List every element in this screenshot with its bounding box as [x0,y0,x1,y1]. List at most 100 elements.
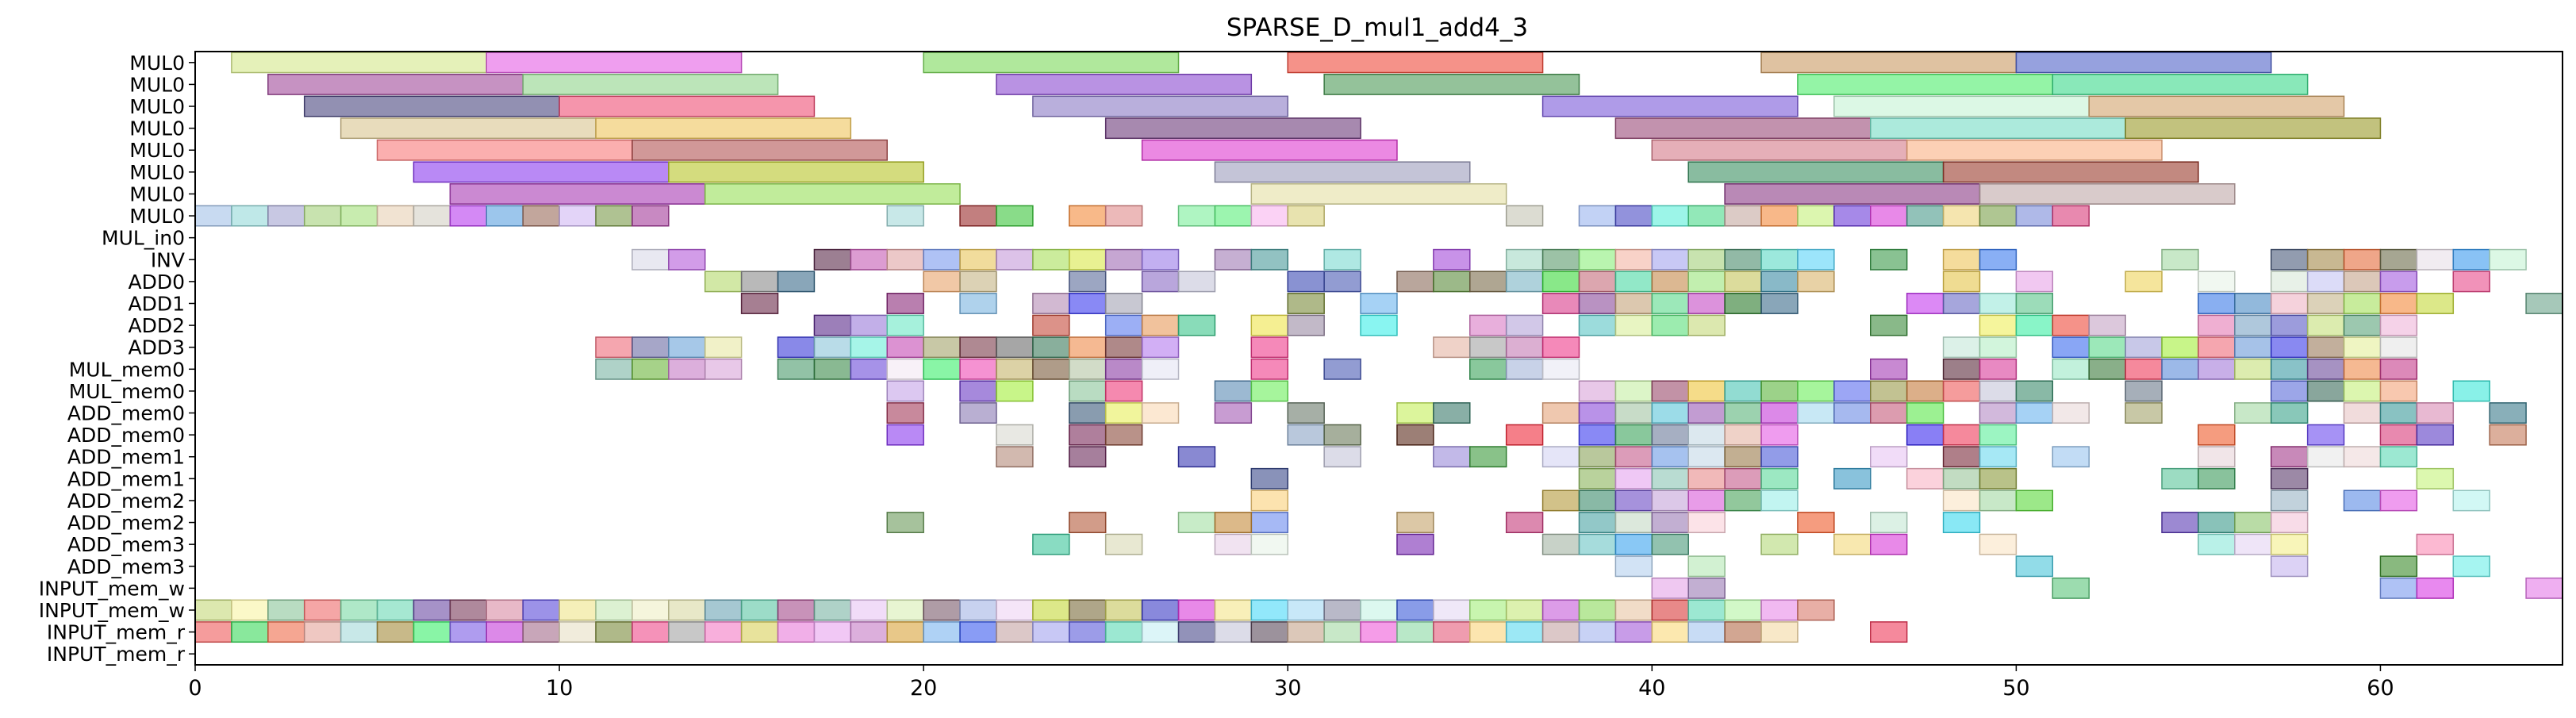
task-bar [1250,490,1288,512]
task-bar [413,161,670,183]
task-bar [1069,446,1107,468]
task-bar [2270,358,2309,380]
task-bar [1797,248,1835,271]
task-bar [2379,555,2418,578]
task-bar [2052,73,2309,95]
task-bar [1287,52,1544,74]
task-bar [2306,424,2345,446]
task-bar [886,248,924,271]
task-bar [1614,380,1653,402]
task-bar [1214,248,1253,271]
task-bar [886,402,924,424]
task-bar [1287,621,1325,643]
task-bar [1505,424,1544,446]
task-bar [1032,95,1288,117]
task-bar [2379,336,2418,359]
task-bar [1104,358,1143,380]
task-bar [2343,336,2382,359]
task-bar [1578,446,1617,468]
task-bar [2015,205,2054,227]
task-bar [1870,512,1908,533]
task-bar [1651,512,1689,533]
task-bar [2270,271,2309,293]
task-bar [522,73,779,95]
task-bar [1979,248,2017,271]
task-bar [1032,621,1070,643]
y-tick-label: ADD_mem2 [67,490,185,513]
task-bar [1069,599,1107,621]
x-tick-label: 40 [1638,676,1665,701]
task-bar [1578,380,1617,402]
task-bar [1396,424,1434,446]
task-bar [2416,467,2455,490]
task-bar [1760,205,1799,227]
task-bar [1687,621,1726,643]
task-bar [996,248,1034,271]
task-bar [1870,533,1908,555]
task-bar [1942,424,1981,446]
task-bar [1069,621,1107,643]
task-bar [1505,314,1544,336]
task-bar [595,358,633,380]
task-bar [668,161,924,183]
y-tick-label: MUL0 [129,52,185,75]
task-bar [1979,380,2017,402]
task-bar [1541,293,1580,314]
task-bar [2306,248,2345,271]
task-bar [1760,248,1799,271]
task-bar [2198,512,2236,533]
task-bar [1469,621,1507,643]
task-bar [959,293,997,314]
task-bar [1287,424,1325,446]
task-bar [1069,293,1107,314]
task-bar [2379,271,2418,293]
task-bar [959,599,997,621]
task-bar [231,52,488,74]
task-bar [1724,599,1762,621]
task-bar [1032,599,1070,621]
task-bar [1578,467,1617,490]
task-bar [1250,467,1288,490]
task-bar [340,205,378,227]
task-bar [1979,205,2017,227]
task-bar [1141,271,1180,293]
task-bar [2052,205,2090,227]
task-bar [1578,402,1617,424]
task-bar [2052,314,2090,336]
x-tick-label: 60 [2367,676,2394,701]
task-bar [668,336,706,359]
task-bar [2015,52,2272,74]
task-bar [1942,512,1981,533]
task-bar [1760,467,1799,490]
task-bar [376,621,415,643]
x-axis: 0 10 20 30 40 50 60 [188,665,2394,701]
task-bar [2015,380,2054,402]
task-bar [959,621,997,643]
task-bar [1505,205,1544,227]
task-bar [1141,599,1180,621]
task-bar [1906,424,1944,446]
task-bar [1433,271,1471,293]
task-bar [1651,467,1689,490]
task-bar [2306,314,2345,336]
task-bar [2198,271,2236,293]
task-bar [1797,512,1835,533]
task-bar [449,205,488,227]
task-bar [1396,621,1434,643]
task-bar [886,512,924,533]
task-bar [1760,533,1799,555]
task-bar [886,358,924,380]
task-bar [1069,358,1107,380]
task-bar [1323,424,1361,446]
task-bar [1760,621,1799,643]
task-bar [1760,424,1799,446]
task-bar [2379,446,2418,468]
task-bar [1979,183,2236,205]
task-bar [2452,248,2490,271]
task-bar [231,599,269,621]
task-bar [1396,271,1434,293]
task-bar [2270,402,2309,424]
task-bar [1833,402,1872,424]
task-bar [2125,358,2163,380]
task-bar [1032,358,1070,380]
